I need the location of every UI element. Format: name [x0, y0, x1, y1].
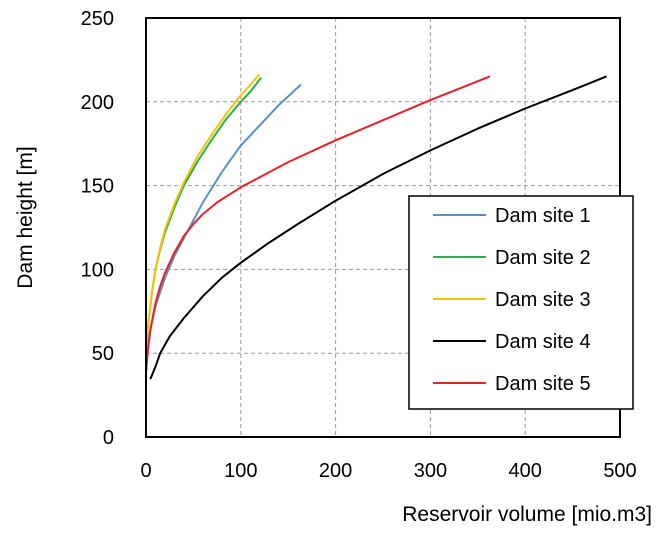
axis-tick-labels: 0 100 200 300 400 500 0 50 100 150 200 250: [81, 8, 637, 482]
legend: Dam site 1 Dam site 2 Dam site 3 Dam site 4…: [408, 195, 634, 410]
x-axis-title: Reservoir volume [mio.m3]: [402, 503, 652, 526]
x-tick-label: 500: [603, 460, 636, 482]
legend-entry-label: Dam site 2: [495, 247, 591, 269]
x-tick-label: 0: [140, 460, 151, 482]
y-tick-label: 50: [92, 343, 114, 365]
series-line-5: [145, 75, 491, 375]
y-tick-label: 0: [103, 427, 114, 449]
legend-entry-label: Dam site 4: [495, 331, 591, 353]
x-tick-label: 400: [509, 460, 542, 482]
y-tick-label: 150: [81, 176, 114, 198]
y-tick-label: 100: [81, 259, 114, 281]
series-line-4: [149, 75, 607, 380]
y-tick-label: 200: [81, 92, 114, 114]
series-line-3: [145, 74, 260, 363]
legend-box: [408, 195, 634, 410]
legend-entry-label: Dam site 1: [495, 205, 591, 227]
series-line-1: [145, 84, 302, 371]
x-tick-label: 300: [414, 460, 447, 482]
series-lines: [145, 74, 607, 380]
legend-entry-label: Dam site 5: [495, 373, 591, 395]
x-tick-label: 200: [319, 460, 352, 482]
legend-entry-label: Dam site 3: [495, 289, 591, 311]
series-line-2: [145, 77, 262, 363]
y-axis-title: Dam height [m]: [14, 146, 37, 288]
y-tick-label: 250: [81, 8, 114, 30]
x-tick-label: 100: [224, 460, 257, 482]
